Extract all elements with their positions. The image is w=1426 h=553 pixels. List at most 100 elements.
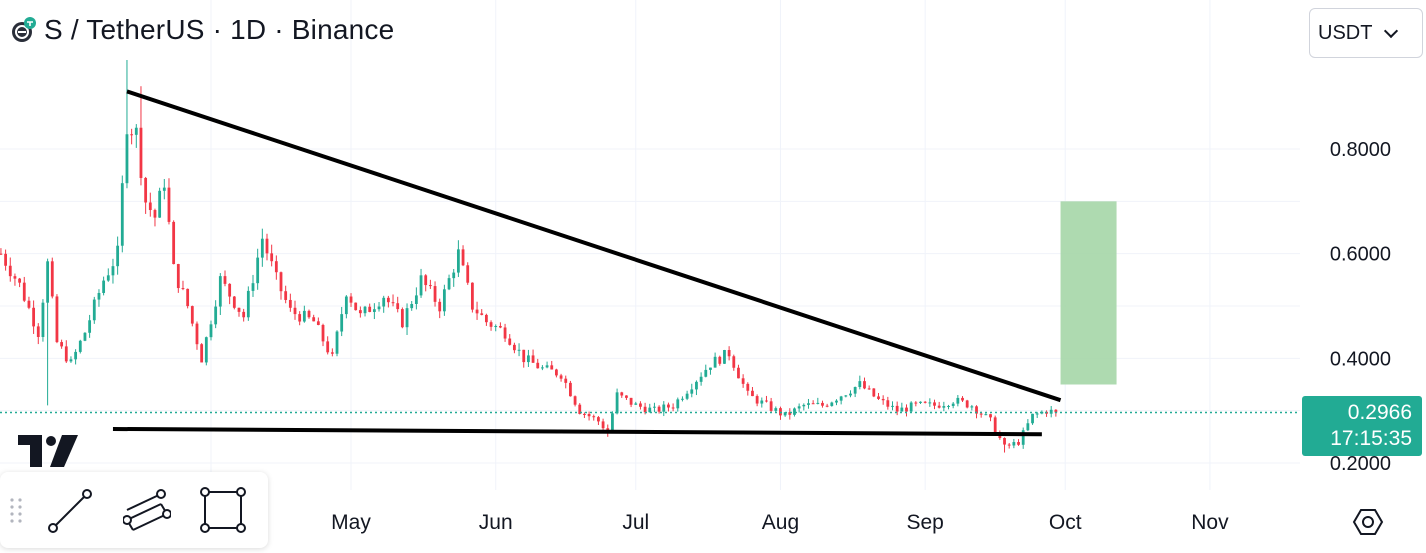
candle-body	[442, 289, 446, 312]
candle-body	[106, 275, 110, 281]
candle-body	[965, 400, 969, 408]
candle-body	[139, 127, 143, 178]
candle-body	[144, 177, 148, 203]
candle-body	[424, 275, 428, 286]
candle-body	[877, 396, 880, 399]
candle-body	[657, 406, 661, 412]
y-tick-label: 0.4000	[1330, 348, 1391, 370]
candle-body	[0, 253, 3, 255]
candle-body	[811, 403, 815, 405]
candle-body	[176, 264, 180, 289]
chart-settings-button[interactable]	[1346, 500, 1390, 544]
lower-trendline	[112, 426, 1042, 437]
candle-body	[741, 378, 745, 384]
candle-body	[162, 187, 166, 191]
x-axis: AprMayJunJulAugSepOctNov	[195, 511, 1229, 534]
candle-body	[839, 396, 843, 401]
currency-select[interactable]: USDT	[1309, 8, 1423, 58]
candle-body	[134, 127, 138, 135]
parallel-channel-tool-button[interactable]	[118, 481, 176, 539]
candle-body	[46, 261, 50, 303]
candle-body	[153, 210, 157, 218]
candle-body	[18, 278, 22, 283]
candle-body	[508, 338, 512, 345]
y-tick-label: 0.6000	[1330, 244, 1391, 266]
candle-body	[573, 396, 577, 405]
candle-body	[900, 407, 904, 412]
candle-body	[344, 296, 348, 315]
candle-body	[489, 322, 493, 327]
candle-body	[569, 382, 572, 397]
tradingview-logo-icon[interactable]	[18, 435, 80, 467]
candle-body	[512, 344, 516, 351]
candle-body	[550, 365, 554, 370]
candle-body	[989, 414, 992, 418]
candle-body	[456, 249, 460, 273]
candle-body	[312, 317, 316, 322]
candle-body	[288, 299, 292, 308]
candle-body	[438, 301, 442, 312]
candle-body	[97, 292, 101, 300]
x-tick-label: Aug	[762, 511, 799, 534]
candle-body	[867, 388, 871, 390]
candle-body	[302, 310, 306, 322]
candle-body	[260, 238, 264, 258]
candle-body	[204, 337, 208, 363]
candle-body	[662, 404, 666, 412]
candle-body	[685, 393, 689, 399]
candle-body	[583, 413, 586, 415]
y-axis: 0.8000 0.6000 0.4000 0.2000	[1330, 139, 1391, 475]
candle-body	[643, 406, 647, 413]
candle-body	[601, 421, 605, 429]
candle-body	[461, 249, 465, 266]
trend-line-tool-button[interactable]	[42, 481, 100, 539]
candle-body	[400, 309, 404, 328]
candle-body	[470, 282, 474, 310]
candle-body	[125, 134, 129, 184]
candle-body	[349, 296, 353, 303]
chevron-down-icon	[1384, 23, 1399, 38]
candle-body	[914, 402, 918, 404]
candle-body	[835, 400, 838, 403]
candle-body	[821, 402, 824, 406]
candle-body	[102, 280, 106, 293]
candle-body	[36, 326, 40, 337]
candle-body	[274, 261, 278, 273]
candle-body	[32, 307, 36, 327]
drag-grip-icon[interactable]	[8, 495, 24, 525]
chart-title[interactable]: S / TetherUS · 1D · Binance	[44, 14, 395, 45]
candle-body	[527, 355, 530, 363]
parallel-channel-icon	[123, 489, 171, 531]
candle-body	[391, 302, 395, 304]
candle-body	[270, 253, 274, 262]
candle-body	[64, 346, 68, 362]
candle-body	[326, 341, 330, 353]
candle-body	[13, 276, 17, 279]
settings-hexagon-icon	[1352, 509, 1384, 535]
candle-body	[788, 412, 792, 415]
candle-body	[872, 388, 876, 397]
rectangle-tool-button[interactable]	[194, 481, 252, 539]
candle-body	[1012, 442, 1016, 446]
candle-body	[372, 309, 376, 312]
candle-body	[947, 405, 950, 407]
candle-body	[228, 283, 232, 297]
candle-body	[1017, 442, 1020, 445]
candle-body	[340, 314, 344, 332]
y-tick-label: 0.8000	[1330, 139, 1391, 161]
candle-body	[564, 378, 568, 383]
candle-body	[783, 412, 787, 416]
candle-body	[634, 403, 638, 405]
candle-body	[667, 404, 670, 408]
candle-body	[825, 405, 829, 407]
candle-body	[363, 306, 367, 314]
candle-body	[284, 291, 288, 300]
candle-body	[853, 387, 857, 394]
candle-body	[316, 321, 320, 325]
candle-body	[209, 324, 213, 338]
candle-body	[78, 340, 82, 352]
candle-body	[214, 306, 218, 325]
candle-body	[713, 356, 717, 368]
candle-body	[410, 303, 414, 309]
